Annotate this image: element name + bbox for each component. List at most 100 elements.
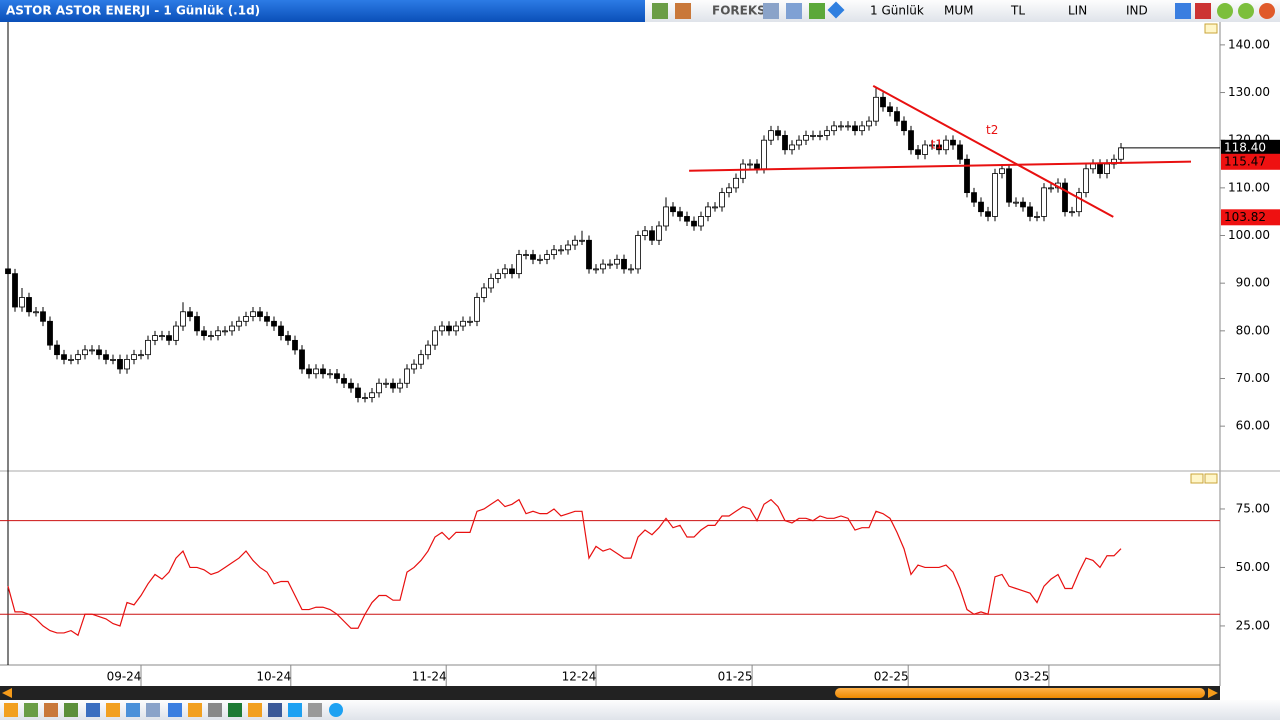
candle-body bbox=[600, 263, 606, 270]
icon[interactable] bbox=[24, 703, 38, 717]
chart-style-button[interactable]: MUM bbox=[944, 4, 974, 18]
candle-body bbox=[432, 330, 438, 346]
candle-body bbox=[131, 354, 137, 360]
y-tick-label: 100.00 bbox=[1228, 228, 1270, 242]
candle-body bbox=[1013, 201, 1019, 204]
icon[interactable] bbox=[827, 1, 845, 19]
candle-body bbox=[215, 330, 221, 337]
rsi-line bbox=[7, 498, 1122, 637]
currency-button[interactable]: TL bbox=[1010, 4, 1025, 18]
x-tick-label: 10-24 bbox=[256, 670, 291, 684]
panel-button[interactable] bbox=[1190, 473, 1204, 484]
price-badge bbox=[1221, 139, 1280, 156]
scale-button[interactable]: LIN bbox=[1068, 4, 1087, 18]
candle-body bbox=[586, 239, 592, 270]
window-button[interactable] bbox=[1217, 3, 1233, 19]
candle-body bbox=[551, 249, 557, 255]
icon[interactable] bbox=[126, 703, 140, 717]
candle-body bbox=[404, 368, 410, 384]
icon[interactable] bbox=[288, 703, 302, 717]
candle-body bbox=[453, 325, 459, 332]
candle-body bbox=[887, 106, 893, 113]
candle-body bbox=[1069, 211, 1075, 214]
icon[interactable] bbox=[268, 703, 282, 717]
candle-body bbox=[5, 268, 11, 275]
panel-button[interactable] bbox=[1204, 473, 1218, 484]
icon[interactable] bbox=[1175, 3, 1191, 19]
icon[interactable] bbox=[4, 703, 18, 717]
candle-body bbox=[33, 311, 39, 314]
icon[interactable] bbox=[228, 703, 242, 717]
candle-body bbox=[950, 139, 956, 146]
window-button[interactable] bbox=[1259, 3, 1275, 19]
candle-body bbox=[607, 263, 613, 266]
x-tick-label: 11-24 bbox=[412, 670, 447, 684]
scroll-right[interactable] bbox=[1208, 688, 1218, 698]
candle-body bbox=[712, 206, 718, 209]
period-button[interactable]: 1 Günlük bbox=[870, 4, 924, 18]
icon[interactable] bbox=[208, 703, 222, 717]
candle-body bbox=[292, 339, 298, 351]
candle-body bbox=[19, 297, 25, 308]
candle-body bbox=[957, 144, 963, 160]
bottom-icons bbox=[4, 703, 343, 717]
x-tick-label: 12-24 bbox=[562, 670, 597, 684]
icon[interactable] bbox=[308, 703, 322, 717]
icon[interactable] bbox=[652, 3, 668, 19]
candle-body bbox=[502, 268, 508, 275]
candle-body bbox=[26, 297, 32, 313]
candle-body bbox=[341, 378, 347, 384]
candle-body bbox=[481, 287, 487, 298]
candle-body bbox=[579, 239, 585, 242]
candle-body bbox=[964, 158, 970, 194]
candle-body bbox=[516, 254, 522, 275]
icon[interactable] bbox=[86, 703, 100, 717]
candle-body bbox=[96, 349, 102, 356]
candle-body bbox=[117, 359, 123, 370]
icon[interactable] bbox=[809, 3, 825, 19]
candle-body bbox=[922, 144, 928, 155]
scroll-left[interactable] bbox=[2, 688, 12, 698]
candle-body bbox=[880, 96, 886, 108]
candle-body bbox=[383, 382, 389, 385]
candle-body bbox=[1083, 168, 1089, 194]
candle-body bbox=[467, 320, 473, 323]
candle-body bbox=[250, 311, 256, 317]
annotation: t1 bbox=[931, 137, 943, 151]
icon[interactable] bbox=[188, 703, 202, 717]
candle-body bbox=[831, 125, 837, 132]
candle-body bbox=[1076, 192, 1082, 213]
candle-body bbox=[775, 130, 781, 136]
y-tick-label: 70.00 bbox=[1236, 371, 1270, 385]
scrollbar-thumb[interactable] bbox=[835, 688, 1205, 698]
candle-body bbox=[1090, 163, 1096, 170]
icon[interactable] bbox=[763, 3, 779, 19]
candle-body bbox=[754, 163, 760, 170]
price-badge-label: 115.47 bbox=[1224, 154, 1266, 168]
candle-body bbox=[789, 144, 795, 151]
icon[interactable] bbox=[168, 703, 182, 717]
icon[interactable] bbox=[675, 3, 691, 19]
icon[interactable] bbox=[329, 703, 343, 717]
icon[interactable] bbox=[146, 703, 160, 717]
candle-body bbox=[621, 258, 627, 270]
icon[interactable] bbox=[106, 703, 120, 717]
icon[interactable] bbox=[44, 703, 58, 717]
candle-body bbox=[320, 368, 326, 375]
candle-body bbox=[1034, 216, 1040, 218]
candle-body bbox=[817, 135, 823, 137]
candle-body bbox=[1048, 187, 1054, 190]
foreks-logo[interactable]: FOREKS bbox=[712, 4, 766, 18]
candle-body bbox=[159, 335, 165, 338]
window-button[interactable] bbox=[1238, 3, 1254, 19]
indicator-button[interactable]: IND bbox=[1126, 4, 1148, 18]
icon[interactable] bbox=[248, 703, 262, 717]
candle-body bbox=[460, 320, 466, 327]
candle-body bbox=[915, 149, 921, 155]
panel-button[interactable] bbox=[1204, 23, 1218, 34]
icon[interactable] bbox=[786, 3, 802, 19]
candle-body bbox=[1062, 182, 1068, 213]
candle-body bbox=[1041, 187, 1047, 217]
icon[interactable] bbox=[64, 703, 78, 717]
close-icon[interactable] bbox=[1195, 3, 1211, 19]
